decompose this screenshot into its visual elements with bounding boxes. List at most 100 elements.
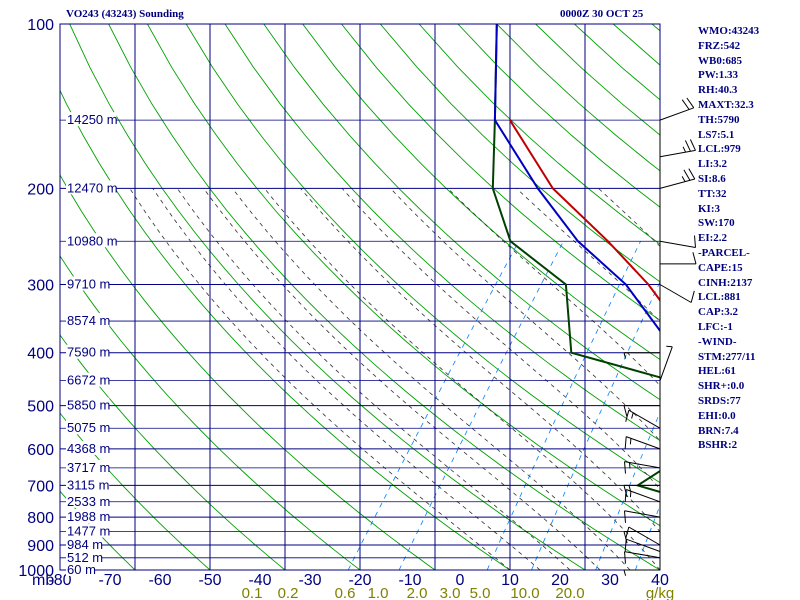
height-label: 10980 m	[67, 233, 118, 248]
wind-barb	[624, 510, 661, 523]
mixing-ratio-line	[531, 281, 660, 570]
temperature-tick-label: -80	[48, 572, 71, 589]
mixing-ratio-label: 0.1	[242, 585, 263, 600]
height-label-bg	[66, 112, 117, 127]
index-row: FRZ:542	[698, 39, 741, 52]
moist-adiabat	[152, 188, 541, 570]
wind-barb	[659, 139, 696, 158]
index-row: LFC:-1	[698, 320, 733, 333]
pressure-tick-label: 400	[27, 346, 54, 363]
wind-barb	[624, 436, 661, 450]
mixing-ratio-label: 2.0	[407, 585, 428, 600]
height-label: 8574 m	[67, 313, 110, 328]
index-row: EHI:0.0	[698, 409, 736, 422]
wind-barb	[623, 352, 660, 359]
height-label: 2533 m	[67, 494, 110, 509]
index-row: LCL:881	[698, 291, 741, 304]
mixing-ratio-line	[486, 241, 641, 570]
index-row: BSHR:2	[698, 439, 738, 452]
wind-barb	[624, 489, 661, 503]
pressure-unit-label: mb	[32, 572, 54, 589]
wind-barb	[624, 538, 661, 552]
mixing-ratio-line	[595, 411, 660, 570]
index-row: -PARCEL-	[698, 246, 750, 259]
index-row: RH:40.3	[698, 84, 738, 97]
height-label: 5850 m	[67, 398, 110, 413]
height-label: 60 m	[67, 562, 96, 577]
index-row: EI:2.2	[698, 232, 728, 245]
mixing-ratio-line	[347, 241, 520, 570]
index-row: SI:8.6	[698, 172, 726, 185]
height-label-bg	[66, 537, 102, 552]
index-row: CINH:2137	[698, 276, 753, 289]
index-row: MAXT:32.3	[698, 98, 754, 111]
height-label-bg	[66, 313, 110, 328]
height-label: 3717 m	[67, 460, 110, 475]
wind-barb	[624, 551, 661, 564]
mixing-ratio-label: 3.0	[440, 585, 461, 600]
mixing-ratio-label: 0.6	[335, 585, 356, 600]
moist-adiabat	[447, 188, 660, 387]
height-label-bg	[66, 372, 110, 387]
wind-barb	[624, 461, 661, 474]
mixing-ratio-label: 5.0	[470, 585, 491, 600]
temperature-line	[509, 119, 660, 302]
index-row: HEL:61	[698, 365, 736, 378]
dewpoint-line	[491, 24, 660, 493]
index-row: CAP:3.2	[698, 306, 739, 319]
temperature-tick-label: 20	[551, 572, 569, 589]
wind-barb	[659, 168, 696, 189]
index-row: SRDS:77	[698, 394, 741, 407]
height-label-bg	[66, 509, 110, 524]
height-label-bg	[66, 397, 110, 412]
height-label: 984 m	[67, 537, 103, 552]
wind-barb	[659, 345, 673, 381]
mixing-ratio-label: 1.0	[368, 585, 389, 600]
height-label: 1988 m	[67, 509, 110, 524]
height-label-bg	[66, 276, 110, 291]
temperature-tick-label: 0	[456, 572, 465, 589]
index-row: PW:1.33	[698, 69, 739, 82]
index-row: LCL:979	[698, 143, 741, 156]
temperature-tick-label: -30	[298, 572, 321, 589]
height-label-bg	[66, 180, 117, 195]
mixing-ratio-label: 0.2	[278, 585, 299, 600]
moist-adiabat	[300, 188, 660, 533]
height-label-bg	[66, 493, 110, 508]
height-label: 1477 m	[67, 523, 110, 538]
wind-barb	[659, 235, 696, 248]
index-row: WMO:43243	[698, 25, 760, 37]
height-label-bg	[66, 477, 110, 492]
temperature-tick-label: 10	[501, 572, 519, 589]
index-row: TH:5790	[698, 113, 740, 126]
wind-barb	[659, 284, 695, 303]
wind-barb	[659, 97, 695, 121]
chart-series	[491, 24, 660, 493]
pressure-tick-label: 300	[27, 278, 54, 295]
moist-adiabat	[176, 188, 571, 570]
wind-barb	[623, 405, 660, 418]
parcel-line	[493, 24, 660, 333]
dry-adiabat	[60, 174, 436, 570]
sounding-time: 0000Z 30 OCT 25	[560, 8, 644, 20]
temperature-tick-label: -40	[248, 572, 271, 589]
height-label-bg	[66, 459, 110, 474]
height-label-bg	[66, 440, 110, 455]
station-title: VO243 (43243) Sounding	[66, 8, 184, 20]
wind-barb	[625, 526, 661, 546]
index-row: SW:170	[698, 217, 735, 230]
wind-barb	[623, 484, 660, 498]
index-panel: WMO:43243 FRZ:542 WB0:685 PW:1.33 RH:40.3 MAX…	[698, 24, 800, 453]
pressure-tick-label: 200	[27, 181, 54, 198]
temperature-tick-label: 30	[601, 572, 619, 589]
index-row: -WIND-	[698, 335, 737, 348]
mixing-ratio-label: g/kg	[646, 585, 674, 600]
height-label-bg	[66, 562, 95, 576]
temperature-tick-label: -50	[198, 572, 221, 589]
temperature-tick-label: 40	[651, 572, 669, 589]
height-label: 12470 m	[67, 180, 118, 195]
height-label: 6672 m	[67, 373, 110, 388]
index-row: TT:32	[698, 187, 727, 200]
pressure-tick-label: 900	[27, 538, 54, 555]
pressure-tick-label: 600	[27, 442, 54, 459]
